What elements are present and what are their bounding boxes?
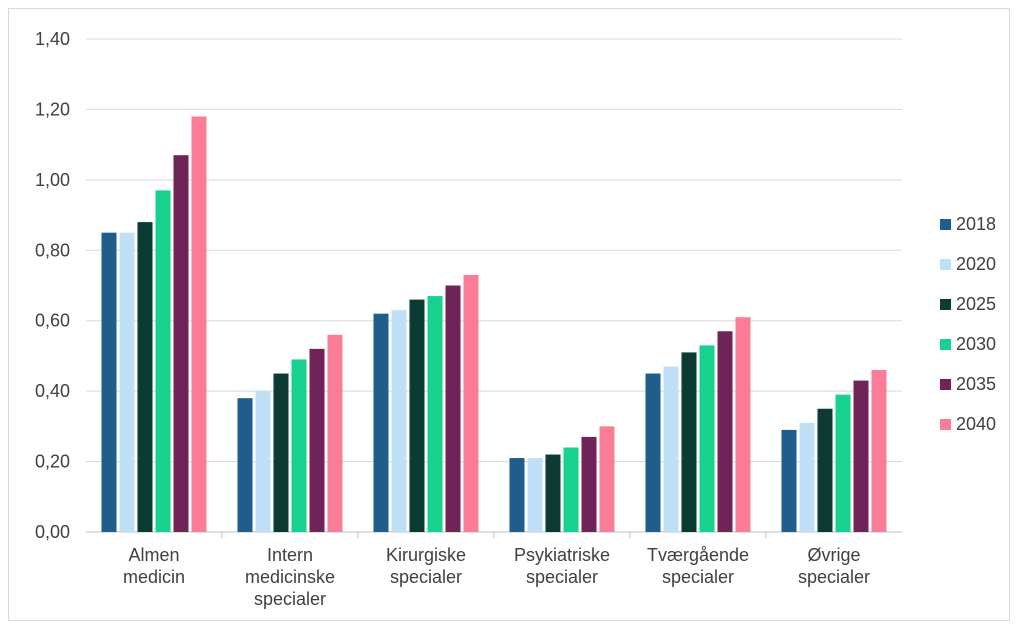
bar-2040 [327, 334, 343, 532]
bar-2035 [717, 331, 733, 532]
bar-2040 [463, 274, 479, 532]
bar-2030 [427, 296, 443, 532]
bar-2018 [645, 373, 661, 532]
legend-label: 2018 [956, 214, 996, 234]
x-tick-label: Øvrige specialer [798, 545, 870, 587]
x-tick-label: Kirurgiske specialer [386, 545, 466, 587]
bar-2030 [835, 394, 851, 532]
bar-2030 [155, 190, 171, 532]
y-tick-label: 0,60 [35, 311, 70, 331]
bar-2025 [137, 222, 153, 532]
bar-2018 [509, 458, 525, 532]
x-tick-label: Intern medicinske specialer [245, 545, 335, 609]
bar-2020 [119, 232, 135, 532]
bar-2018 [237, 398, 253, 532]
bar-2025 [409, 299, 425, 532]
x-tick-label: Almen medicin [123, 545, 185, 587]
x-tick-label-line: Intern [267, 545, 313, 565]
y-tick-label: 1,20 [35, 99, 70, 119]
legend-label: 2040 [956, 414, 996, 434]
legend-label: 2035 [956, 374, 996, 394]
y-tick-label: 1,40 [35, 29, 70, 49]
x-tick-label-line: specialer [662, 567, 734, 587]
x-tick-label-line: medicinske [245, 567, 335, 587]
bar-2025 [545, 454, 561, 532]
x-tick-label-line: Tværgående [647, 545, 749, 565]
bar-2040 [191, 116, 207, 532]
x-tick-label: Tværgående specialer [647, 545, 749, 587]
bar-2035 [853, 380, 869, 532]
bar-2035 [445, 285, 461, 532]
bar-2025 [817, 408, 833, 532]
y-tick-label: 0,20 [35, 452, 70, 472]
bar-2025 [681, 352, 697, 532]
bar-2018 [781, 429, 797, 532]
legend-label: 2020 [956, 254, 996, 274]
bar-2018 [373, 313, 389, 532]
bar-2025 [273, 373, 289, 532]
bar-2040 [735, 317, 751, 532]
bar-2035 [309, 348, 325, 532]
legend-swatch-2020 [940, 259, 951, 270]
x-tick-label-line: specialer [390, 567, 462, 587]
y-tick-label: 1,00 [35, 170, 70, 190]
x-tick-label-line: specialer [254, 589, 326, 609]
bar-2040 [599, 426, 615, 532]
bar-2018 [101, 232, 117, 532]
legend-swatch-2035 [940, 379, 951, 390]
bar-2035 [581, 436, 597, 532]
bar-2035 [173, 155, 189, 532]
x-tick-label-line: Kirurgiske [386, 545, 466, 565]
x-tick-label-line: medicin [123, 567, 185, 587]
bar-2030 [291, 359, 307, 532]
bar-2020 [391, 310, 407, 532]
bar-2020 [663, 366, 679, 532]
bar-2040 [871, 370, 887, 532]
legend-label: 2025 [956, 294, 996, 314]
legend-swatch-2025 [940, 299, 951, 310]
y-tick-label: 0,00 [35, 522, 70, 542]
bar-2030 [563, 447, 579, 532]
x-tick-label-line: specialer [798, 567, 870, 587]
x-tick-label-line: Almen [128, 545, 179, 565]
x-tick-label: Psykiatriske specialer [514, 545, 610, 587]
y-tick-label: 0,40 [35, 381, 70, 401]
bar-2020 [527, 458, 543, 532]
bar-2030 [699, 345, 715, 532]
x-tick-label-line: Øvrige [807, 545, 860, 565]
x-tick-label-line: Psykiatriske [514, 545, 610, 565]
legend-swatch-2030 [940, 339, 951, 350]
bar-2020 [255, 391, 271, 532]
legend-label: 2030 [956, 334, 996, 354]
y-tick-label: 0,80 [35, 240, 70, 260]
x-tick-label-line: specialer [526, 567, 598, 587]
bar-2020 [799, 422, 815, 532]
legend-swatch-2040 [940, 419, 951, 430]
legend-swatch-2018 [940, 219, 951, 230]
